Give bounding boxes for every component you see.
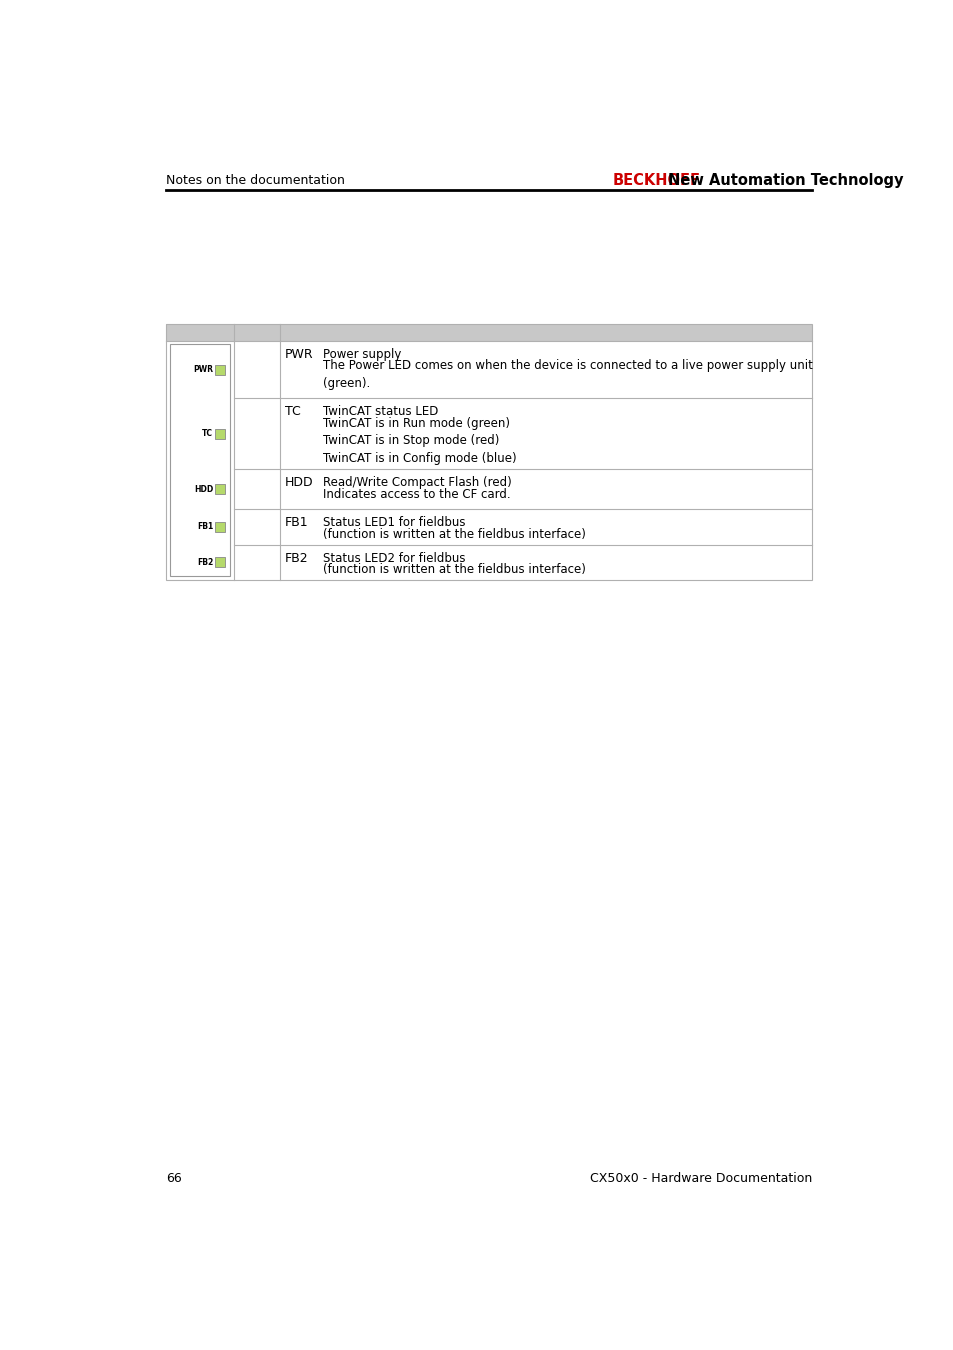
Bar [215, 485, 225, 494]
Text: TwinCAT status LED: TwinCAT status LED [323, 405, 438, 418]
Text: Power supply: Power supply [323, 347, 401, 360]
Text: TC: TC [202, 429, 213, 439]
Text: FB1: FB1 [196, 522, 213, 532]
Bar [166, 324, 811, 340]
Text: (function is written at the fieldbus interface): (function is written at the fieldbus int… [323, 563, 585, 576]
Text: The Power LED comes on when the device is connected to a live power supply unit
: The Power LED comes on when the device i… [323, 359, 812, 390]
Text: Status LED1 for fieldbus: Status LED1 for fieldbus [323, 516, 465, 529]
Bar [215, 429, 225, 439]
Text: Read/Write Compact Flash (red): Read/Write Compact Flash (red) [323, 477, 512, 489]
Text: 66: 66 [166, 1172, 181, 1185]
Bar [166, 324, 811, 580]
Bar [215, 522, 225, 532]
Text: PWR: PWR [285, 347, 314, 360]
Text: Status LED2 for fieldbus: Status LED2 for fieldbus [323, 552, 465, 564]
Text: HDD: HDD [193, 485, 213, 494]
Text: FB2: FB2 [196, 558, 213, 567]
Text: FB1: FB1 [285, 516, 309, 529]
Text: TC: TC [285, 405, 300, 418]
Text: TwinCAT is in Run mode (green)
TwinCAT is in Stop mode (red)
TwinCAT is in Confi: TwinCAT is in Run mode (green) TwinCAT i… [323, 417, 517, 464]
Bar [215, 558, 225, 567]
Text: Indicates access to the CF card.: Indicates access to the CF card. [323, 487, 510, 501]
Text: BECKHOFF: BECKHOFF [612, 173, 700, 188]
Text: PWR: PWR [193, 364, 213, 374]
Text: Notes on the documentation: Notes on the documentation [166, 174, 344, 188]
Text: HDD: HDD [285, 477, 314, 489]
Text: FB2: FB2 [285, 552, 309, 564]
Text: CX50x0 - Hardware Documentation: CX50x0 - Hardware Documentation [589, 1172, 811, 1185]
Bar [170, 344, 230, 576]
Text: (function is written at the fieldbus interface): (function is written at the fieldbus int… [323, 528, 585, 541]
Text: New Automation Technology: New Automation Technology [667, 173, 902, 188]
Bar [215, 364, 225, 374]
